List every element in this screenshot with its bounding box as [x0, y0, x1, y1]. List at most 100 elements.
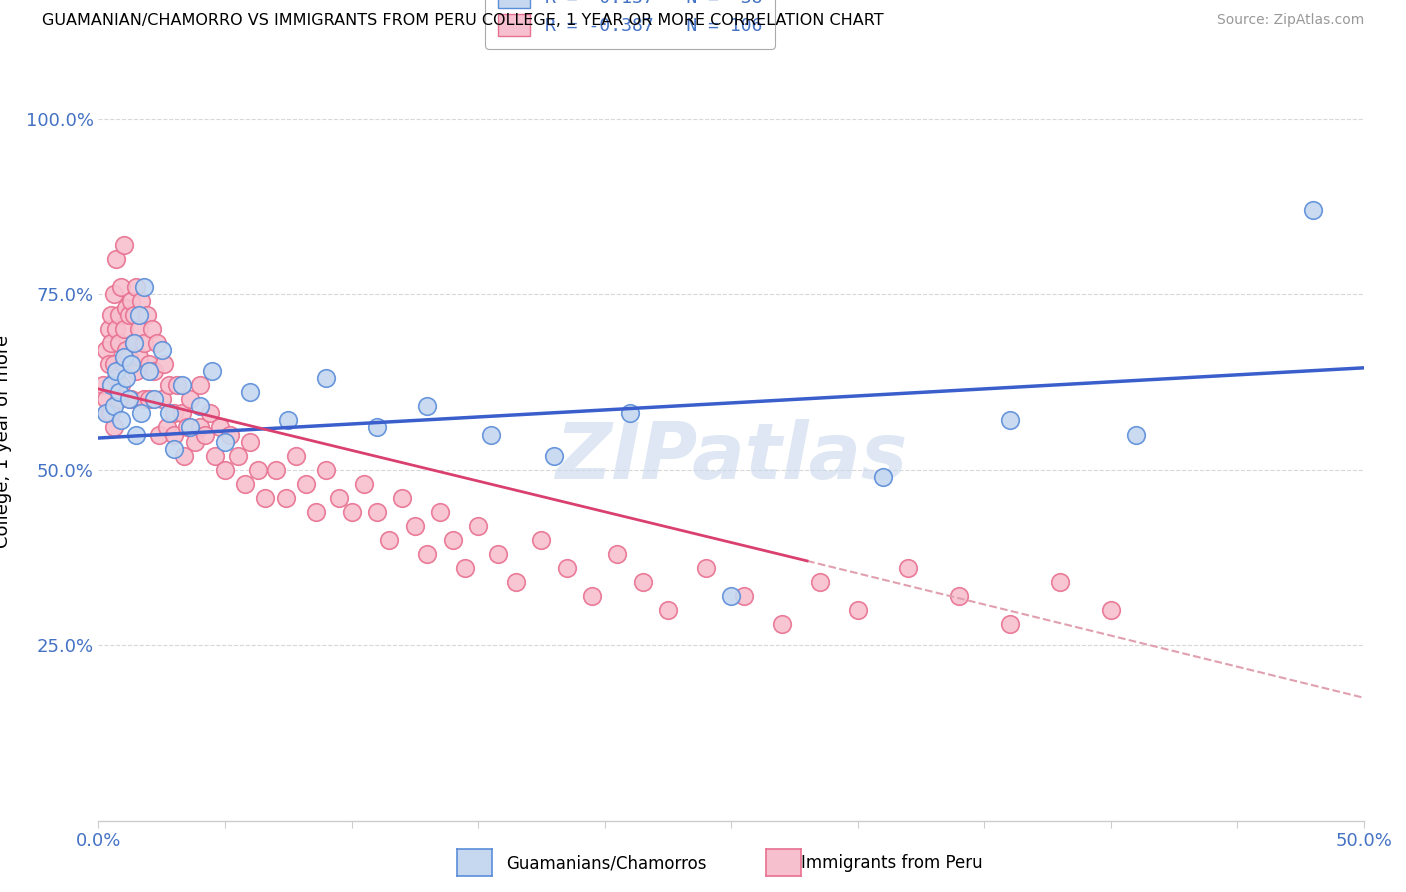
Point	[163, 427, 186, 442]
Point	[315, 462, 337, 476]
Point	[122, 336, 145, 351]
Point	[128, 322, 150, 336]
Point	[145, 336, 167, 351]
Point	[179, 392, 201, 407]
Point	[150, 343, 173, 358]
Point	[872, 469, 894, 483]
Point	[429, 505, 451, 519]
Point	[657, 603, 679, 617]
Point	[103, 420, 125, 434]
Point	[201, 364, 224, 378]
Point	[105, 322, 128, 336]
Point	[581, 589, 603, 603]
Point	[194, 427, 217, 442]
Point	[254, 491, 277, 505]
Point	[328, 491, 350, 505]
Point	[770, 617, 793, 632]
Point	[125, 280, 148, 294]
Point	[188, 420, 211, 434]
Point	[295, 476, 318, 491]
Point	[183, 434, 205, 449]
Point	[103, 287, 125, 301]
Text: Guamanians/Chamorros: Guamanians/Chamorros	[506, 855, 707, 872]
Point	[366, 505, 388, 519]
Point	[112, 357, 135, 371]
Point	[128, 308, 150, 322]
Point	[103, 400, 125, 414]
Point	[198, 407, 221, 421]
Point	[204, 449, 226, 463]
Point	[135, 308, 157, 322]
Point	[166, 378, 188, 392]
Point	[120, 392, 142, 407]
Point	[208, 420, 231, 434]
Point	[118, 308, 141, 322]
Point	[157, 407, 180, 421]
Point	[404, 518, 426, 533]
Point	[214, 434, 236, 449]
Point	[110, 413, 132, 427]
Point	[479, 427, 502, 442]
Point	[226, 449, 249, 463]
Point	[695, 561, 717, 575]
Point	[176, 420, 198, 434]
Point	[233, 476, 256, 491]
Point	[103, 357, 125, 371]
Text: Source: ZipAtlas.com: Source: ZipAtlas.com	[1216, 13, 1364, 28]
Legend: R =  0.137   N =  38, R = -0.387   N = 106: R = 0.137 N = 38, R = -0.387 N = 106	[485, 0, 775, 48]
Point	[391, 491, 413, 505]
Point	[239, 434, 262, 449]
Point	[378, 533, 401, 547]
Point	[606, 547, 628, 561]
Point	[93, 378, 115, 392]
Point	[948, 589, 970, 603]
Point	[530, 533, 553, 547]
Point	[97, 407, 120, 421]
Point	[107, 336, 129, 351]
Point	[112, 351, 135, 365]
Point	[619, 407, 641, 421]
Point	[115, 371, 138, 385]
Point	[138, 392, 160, 407]
Point	[105, 252, 128, 266]
Point	[505, 574, 527, 589]
Point	[340, 505, 363, 519]
Point	[138, 357, 160, 371]
Point	[315, 371, 337, 385]
Point	[808, 574, 831, 589]
Point	[118, 392, 141, 407]
Point	[998, 617, 1021, 632]
Point	[110, 378, 132, 392]
Point	[454, 561, 477, 575]
Point	[94, 392, 117, 407]
Point	[125, 427, 148, 442]
Point	[543, 449, 565, 463]
Point	[157, 378, 180, 392]
Point	[897, 561, 920, 575]
Point	[131, 294, 153, 309]
Point	[132, 280, 155, 294]
Point	[733, 589, 755, 603]
Point	[305, 505, 328, 519]
Point	[105, 364, 128, 378]
Point	[1049, 574, 1071, 589]
Point	[132, 392, 155, 407]
Point	[353, 476, 375, 491]
Point	[366, 420, 388, 434]
Point	[112, 322, 135, 336]
Point	[122, 308, 145, 322]
Point	[163, 407, 186, 421]
Point	[138, 364, 160, 378]
Point	[219, 427, 242, 442]
Point	[120, 294, 142, 309]
Point	[97, 357, 120, 371]
Text: GUAMANIAN/CHAMORRO VS IMMIGRANTS FROM PERU COLLEGE, 1 YEAR OR MORE CORRELATION C: GUAMANIAN/CHAMORRO VS IMMIGRANTS FROM PE…	[42, 13, 884, 29]
Point	[107, 308, 129, 322]
Point	[100, 378, 122, 392]
Point	[94, 407, 117, 421]
Point	[416, 547, 439, 561]
Point	[143, 392, 166, 407]
Point	[153, 357, 176, 371]
Point	[274, 491, 297, 505]
Point	[486, 547, 509, 561]
